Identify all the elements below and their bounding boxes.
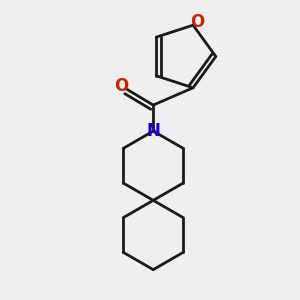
Text: O: O: [114, 77, 128, 95]
Text: O: O: [190, 14, 205, 32]
Text: N: N: [146, 122, 160, 140]
